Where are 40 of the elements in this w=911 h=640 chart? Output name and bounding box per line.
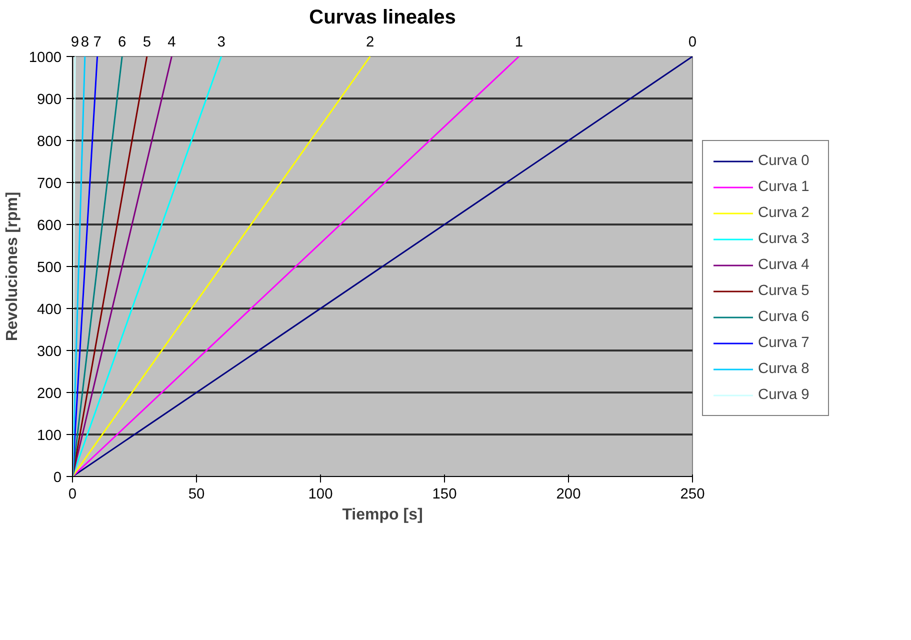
- legend-label: Curva 7: [758, 335, 810, 351]
- annotation: 1: [514, 34, 523, 50]
- x-tick-label: 100: [308, 486, 333, 502]
- y-tick-label: 200: [37, 386, 62, 402]
- x-tick-label: 250: [680, 486, 705, 502]
- annotation: 3: [217, 34, 226, 50]
- annotation: 5: [142, 34, 151, 50]
- legend-label: Curva 6: [758, 309, 810, 325]
- x-tick-label: 50: [188, 486, 205, 502]
- annotation: 0: [688, 34, 697, 50]
- legend-label: Curva 3: [758, 231, 810, 247]
- x-axis-title: Tiempo [s]: [342, 506, 423, 524]
- y-tick-label: 1000: [28, 50, 62, 66]
- y-tick-label: 100: [37, 428, 62, 444]
- x-tick-label: 200: [556, 486, 581, 502]
- y-tick-label: 300: [37, 344, 62, 360]
- y-tick-label: 600: [37, 218, 62, 234]
- annotation: 6: [118, 34, 126, 50]
- annotation: 4: [168, 34, 176, 50]
- y-tick-label: 700: [37, 176, 62, 192]
- y-axis-title: Revoluciones [rpm]: [4, 192, 21, 342]
- annotation: 2: [366, 34, 374, 50]
- legend-label: Curva 2: [758, 205, 810, 221]
- y-tick-label: 0: [53, 470, 62, 486]
- legend-label: Curva 4: [758, 257, 810, 273]
- legend-label: Curva 5: [758, 283, 810, 299]
- legend-label: Curva 9: [758, 387, 810, 403]
- legend-label: Curva 8: [758, 361, 810, 377]
- x-tick-label: 150: [432, 486, 457, 502]
- y-tick-label: 900: [37, 92, 62, 108]
- annotation: 8: [80, 34, 89, 50]
- y-tick-label: 800: [37, 134, 62, 150]
- legend-label: Curva 1: [758, 179, 810, 195]
- y-tick-label: 400: [37, 302, 62, 318]
- y-tick-label: 500: [37, 260, 62, 276]
- legend-label: Curva 0: [758, 153, 810, 169]
- x-tick-label: 0: [68, 486, 77, 502]
- annotation: 9: [70, 34, 80, 50]
- chart-title: Curvas lineales: [309, 6, 456, 28]
- annotation: 7: [93, 34, 102, 50]
